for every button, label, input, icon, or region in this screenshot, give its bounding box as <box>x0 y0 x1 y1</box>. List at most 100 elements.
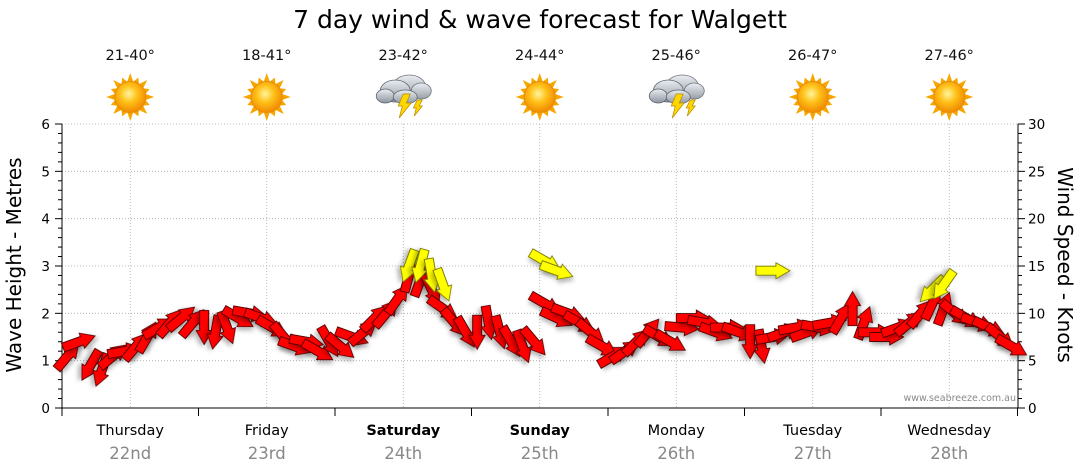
sun-ray <box>793 88 800 94</box>
day-date-label: 23rd <box>248 444 286 463</box>
sun-rays <box>515 73 564 121</box>
weather-row: 21-40° 18-41° 23-42° 24-44° 25-46° 26-47° 27-4… <box>106 48 974 121</box>
sun-ray <box>964 94 974 100</box>
left-tick-label: 4 <box>41 212 50 228</box>
sun-ray <box>280 100 287 106</box>
day-date-label: 26th <box>657 444 695 463</box>
day-name-label: Friday <box>245 423 289 439</box>
wind-arrow <box>60 332 96 353</box>
wind-arrow-shape <box>538 260 574 280</box>
cloud-part <box>375 88 395 104</box>
wind-arrow-shape <box>60 332 96 353</box>
sun-ray <box>249 106 258 114</box>
sun-ray <box>133 110 139 117</box>
wind-arrow-shape <box>324 331 355 358</box>
wind-arrow-shape <box>216 309 237 345</box>
right-tick-label: 25 <box>1028 164 1045 180</box>
sun-ray <box>795 106 804 114</box>
lightning-bolt <box>412 99 423 117</box>
sun-icon <box>242 73 291 121</box>
watermark: www.seabreeze.com.au <box>904 393 1017 404</box>
wind-arrow <box>843 290 862 327</box>
sun-ray <box>515 94 525 100</box>
sun-ray <box>828 94 837 100</box>
sun-ray <box>522 106 531 114</box>
sun-ray <box>940 77 946 84</box>
sun-ray <box>946 112 953 121</box>
sun-ray <box>826 100 833 106</box>
wind-arrow-shape <box>755 261 791 280</box>
sun-icon <box>788 73 837 121</box>
sun-ray <box>275 80 284 88</box>
right-tick-label: 30 <box>1028 117 1045 133</box>
sun-ray <box>809 73 816 82</box>
sun-ray <box>548 80 557 88</box>
wind-arrow-shape <box>933 267 958 300</box>
wind-arrow-shape <box>741 324 759 360</box>
sun-ray <box>110 100 117 106</box>
sun-ray <box>258 77 264 84</box>
sun-ray <box>958 80 967 88</box>
sun-disc <box>114 81 147 113</box>
sun-ray <box>121 77 127 84</box>
temp-range-label: 18-41° <box>242 48 291 64</box>
sun-ray <box>522 80 531 88</box>
sun-ray <box>258 110 264 117</box>
chart-title: 7 day wind & wave forecast for Walgett <box>293 5 787 34</box>
lightning-bolt <box>685 99 696 117</box>
wind-arrow <box>468 314 486 351</box>
sun-ray <box>821 106 830 114</box>
sun-ray <box>143 88 150 94</box>
day-date-label: 24th <box>384 444 422 463</box>
right-tick-label: 20 <box>1028 212 1045 228</box>
right-tick-label: 15 <box>1028 259 1045 275</box>
sun-ray <box>520 88 527 94</box>
sun-ray <box>962 100 969 106</box>
day-date-label: 27th <box>794 444 832 463</box>
sun-ray <box>932 80 941 88</box>
sun-ray <box>282 94 291 100</box>
sun-ray <box>145 94 155 100</box>
temp-range-label: 24-44° <box>515 48 564 64</box>
day-date-label: 28th <box>930 444 968 463</box>
sun-ray <box>793 100 800 106</box>
day-name-label: Wednesday <box>907 423 991 439</box>
sun-ray <box>143 100 150 106</box>
thunderstorm-icon <box>375 74 432 119</box>
sun-ray <box>127 73 134 82</box>
sun-ray <box>110 88 117 94</box>
sun-ray <box>242 94 252 100</box>
wind-arrows <box>52 247 1028 387</box>
left-axis-title: Wave Height - Metres <box>2 157 26 372</box>
sun-ray <box>821 80 830 88</box>
day-name-label: Saturday <box>366 423 440 439</box>
sun-rays <box>788 73 837 121</box>
sun-ray <box>816 110 822 117</box>
left-tick-label: 6 <box>41 117 50 133</box>
sun-ray <box>826 88 833 94</box>
sun-disc <box>250 81 283 113</box>
sun-ray <box>263 73 270 82</box>
wind-arrow-shape <box>383 284 408 317</box>
sun-ray <box>249 80 258 88</box>
day-name-label: Thursday <box>96 423 165 439</box>
sun-disc <box>796 81 829 113</box>
wind-arrow <box>324 331 355 358</box>
wind-arrow-shape <box>206 314 224 350</box>
left-tick-label: 1 <box>41 354 50 370</box>
sun-ray <box>536 112 543 121</box>
sun-disc <box>933 81 966 113</box>
lightning-bolt <box>670 93 685 119</box>
temp-range-label: 27-46° <box>925 48 974 64</box>
sun-ray <box>133 77 139 84</box>
wind-arrow-light <box>933 267 958 300</box>
sun-ray <box>788 94 798 100</box>
cloud-part <box>648 88 668 104</box>
sun-ray <box>553 88 560 94</box>
sun-ray <box>275 106 284 114</box>
wind-arrow-light <box>411 247 430 284</box>
sun-ray <box>106 94 115 100</box>
wind-arrow <box>216 309 237 345</box>
wind-arrow-shape <box>468 314 486 351</box>
wind-arrow-light <box>432 266 453 302</box>
